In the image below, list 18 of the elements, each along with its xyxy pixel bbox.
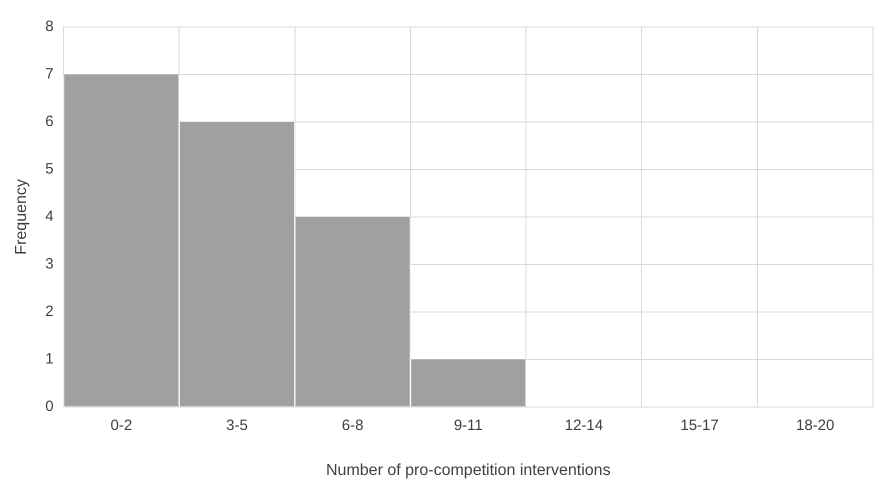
y-axis-title: Frequency xyxy=(13,179,30,255)
y-tick-label: 7 xyxy=(45,66,54,83)
y-tick-label: 8 xyxy=(45,18,54,36)
y-tick-label: 6 xyxy=(45,113,54,130)
y-tick-label: 5 xyxy=(45,160,54,178)
x-tick-label: 6-8 xyxy=(342,416,364,434)
x-tick-label: 3-5 xyxy=(226,416,248,434)
y-tick-label: 1 xyxy=(45,350,54,368)
y-tick-label: 3 xyxy=(45,256,54,273)
x-tick-label: 12-14 xyxy=(564,416,604,434)
x-tick-label: 18-20 xyxy=(796,416,834,434)
x-tick-label: 9-11 xyxy=(454,416,483,434)
x-tick-label: 0-2 xyxy=(110,416,132,434)
y-tick-label: 0 xyxy=(45,398,54,415)
x-axis-title: Number of pro-competition interventions xyxy=(326,462,611,479)
x-tick-label: 15-17 xyxy=(680,416,719,434)
y-tick-label: 4 xyxy=(45,208,54,226)
y-tick-label: 2 xyxy=(45,302,54,320)
